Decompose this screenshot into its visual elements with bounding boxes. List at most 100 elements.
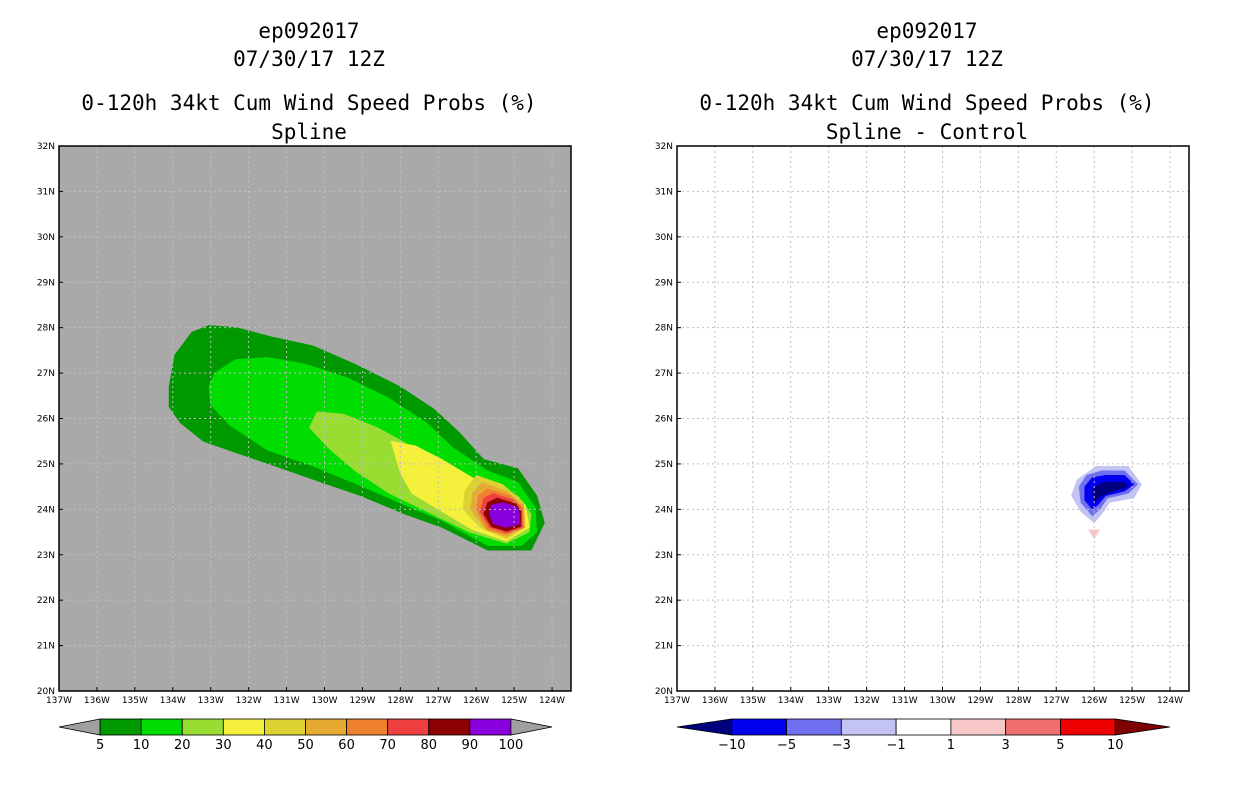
y-tick-label: 30N bbox=[37, 233, 55, 243]
y-tick-label: 32N bbox=[655, 142, 673, 152]
colorbar-segment bbox=[387, 718, 430, 736]
colorbar-label: 80 bbox=[420, 738, 437, 753]
y-tick-label: 23N bbox=[655, 551, 673, 561]
x-tick-label: 136W bbox=[84, 696, 110, 706]
colorbar-label: 60 bbox=[338, 738, 355, 753]
y-tick-label: 26N bbox=[655, 415, 673, 425]
y-tick-label: 22N bbox=[655, 596, 673, 606]
colorbar-segment bbox=[346, 718, 389, 736]
y-tick-label: 21N bbox=[37, 642, 55, 652]
x-tick-label: 137W bbox=[46, 696, 72, 706]
colorbar-label: 5 bbox=[96, 738, 104, 753]
y-tick-label: 27N bbox=[655, 369, 673, 379]
contour-region-1 bbox=[1088, 529, 1101, 540]
colorbar-segment bbox=[181, 718, 224, 736]
colorbar-segment bbox=[1005, 718, 1061, 736]
colorbar-segment bbox=[950, 718, 1007, 736]
y-tick-label: 28N bbox=[37, 324, 55, 334]
right-title-line4: Spline - Control bbox=[825, 120, 1029, 144]
y-tick-label: 29N bbox=[37, 278, 55, 288]
x-tick-label: 128W bbox=[387, 696, 413, 706]
panel-right: 137W 136W 135W 134W 133W 132W 131W 130W 129W 128W… bbox=[655, 142, 1190, 706]
colorbar-label: 1 bbox=[947, 738, 955, 753]
colorbar-label: 30 bbox=[215, 738, 232, 753]
x-tick-label: 137W bbox=[664, 696, 690, 706]
y-tick-label: 23N bbox=[37, 551, 55, 561]
x-tick-label: 127W bbox=[1043, 696, 1069, 706]
right-title-line3: 0-120h 34kt Cum Wind Speed Probs (%) bbox=[699, 91, 1155, 115]
colorbar-segment bbox=[676, 718, 733, 736]
colorbar-label: 10 bbox=[1107, 738, 1124, 753]
panel-left: 137W 136W 135W 134W 133W 132W 131W 130W 129W 128W… bbox=[37, 142, 572, 706]
y-tick-label: 29N bbox=[655, 278, 673, 288]
x-tick-label: 131W bbox=[274, 696, 300, 706]
x-tick-label: 127W bbox=[425, 696, 451, 706]
left-title-line1: ep092017 bbox=[258, 19, 360, 43]
colorbar-label: 70 bbox=[379, 738, 396, 753]
x-tick-label: 125W bbox=[1119, 696, 1145, 706]
y-tick-label: 21N bbox=[655, 642, 673, 652]
right-title-line2: 07/30/17 12Z bbox=[851, 47, 1003, 71]
colorbar-segment bbox=[58, 718, 101, 736]
y-tick-label: 22N bbox=[37, 596, 55, 606]
colorbar-label: 90 bbox=[462, 738, 479, 753]
colorbar-segment bbox=[264, 718, 306, 736]
x-tick-label: 126W bbox=[463, 696, 489, 706]
y-tick-label: 25N bbox=[37, 460, 55, 470]
colorbar-label: 100 bbox=[499, 738, 524, 753]
x-tick-label: 130W bbox=[929, 696, 955, 706]
left-title-line2: 07/30/17 12Z bbox=[233, 47, 385, 71]
x-tick-label: 135W bbox=[122, 696, 148, 706]
x-tick-label: 128W bbox=[1005, 696, 1031, 706]
y-tick-label: 30N bbox=[655, 233, 673, 243]
x-tick-label: 133W bbox=[816, 696, 842, 706]
colorbar-label: −3 bbox=[832, 738, 851, 753]
colorbar-segment bbox=[428, 718, 471, 736]
colorbar-segment bbox=[840, 718, 897, 736]
x-tick-label: 134W bbox=[778, 696, 804, 706]
x-tick-label: 132W bbox=[854, 696, 880, 706]
right-title-line1: ep092017 bbox=[876, 19, 978, 43]
contour-region-neg10 bbox=[1092, 481, 1129, 503]
colorbar-label: −1 bbox=[887, 738, 906, 753]
y-tick-label: 31N bbox=[37, 187, 55, 197]
colorbar-segment bbox=[305, 718, 347, 736]
colorbar-segment bbox=[510, 718, 553, 736]
y-tick-label: 20N bbox=[655, 687, 673, 697]
y-tick-label: 31N bbox=[655, 187, 673, 197]
y-tick-label: 28N bbox=[655, 324, 673, 334]
colorbar-segment bbox=[99, 718, 142, 736]
x-tick-label: 132W bbox=[236, 696, 262, 706]
x-tick-label: 130W bbox=[311, 696, 337, 706]
colorbar-segment bbox=[895, 718, 952, 736]
colorbar-label: 50 bbox=[297, 738, 314, 753]
left-title-line4: Spline bbox=[271, 120, 347, 144]
colorbar-left: 5 10 20 30 40 50 60 70 80 90 100 bbox=[58, 718, 553, 753]
colorbar-label: 20 bbox=[174, 738, 191, 753]
colorbar-segment bbox=[222, 718, 265, 736]
y-tick-label: 24N bbox=[37, 505, 55, 515]
colorbar-label: 5 bbox=[1056, 738, 1064, 753]
x-tick-label: 135W bbox=[740, 696, 766, 706]
colorbar-segment bbox=[786, 718, 842, 736]
colorbar-segment bbox=[1060, 718, 1116, 736]
y-tick-label: 24N bbox=[655, 505, 673, 515]
colorbar-right: −10 −5 −3 −1 1 3 5 10 bbox=[676, 718, 1171, 753]
left-title-line3: 0-120h 34kt Cum Wind Speed Probs (%) bbox=[81, 91, 537, 115]
colorbar-label: 10 bbox=[133, 738, 150, 753]
x-tick-label: 129W bbox=[967, 696, 993, 706]
colorbar-segment bbox=[140, 718, 183, 736]
x-tick-label: 125W bbox=[501, 696, 527, 706]
y-tick-label: 27N bbox=[37, 369, 55, 379]
x-tick-label: 131W bbox=[892, 696, 918, 706]
x-tick-label: 124W bbox=[1157, 696, 1183, 706]
x-tick-label: 134W bbox=[160, 696, 186, 706]
x-tick-label: 133W bbox=[198, 696, 224, 706]
colorbar-label: −10 bbox=[718, 738, 745, 753]
colorbar-label: 40 bbox=[256, 738, 273, 753]
y-tick-label: 32N bbox=[37, 142, 55, 152]
x-tick-label: 124W bbox=[539, 696, 565, 706]
colorbar-label: −5 bbox=[777, 738, 796, 753]
y-tick-label: 20N bbox=[37, 687, 55, 697]
